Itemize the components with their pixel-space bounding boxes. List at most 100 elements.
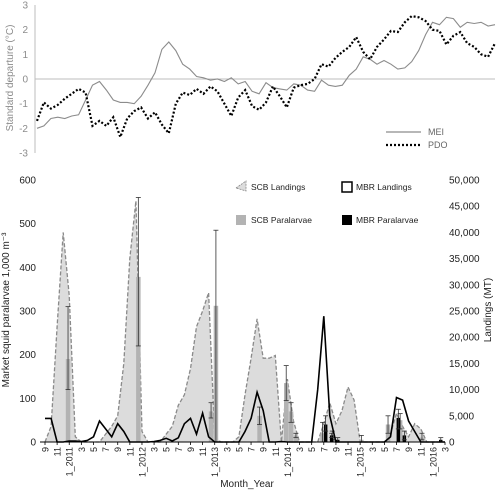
right-y-axis-label: Landings (MT) (483, 278, 494, 342)
x-tick-label: 5 (307, 447, 317, 452)
scb-paralarvae-bar (208, 411, 214, 442)
x-tick-label: 11 (416, 447, 426, 456)
x-tick-label: 7 (174, 447, 184, 452)
right-y-tick-label: 50,000 (449, 176, 480, 187)
legend-pdo-label: PDO (428, 140, 448, 150)
x-tick-label: 1_2014 (283, 447, 293, 477)
top-legend: MEI PDO (386, 127, 448, 150)
x-tick-label: 1_2013 (210, 447, 220, 477)
x-tick-label: 7 (319, 447, 329, 452)
left-y-tick-label: 100 (19, 394, 36, 405)
x-tick-label: 11 (344, 447, 354, 456)
x-tick-label: 11 (53, 447, 63, 456)
x-tick-label: 5 (162, 447, 172, 452)
right-y-tick-label: 20,000 (449, 333, 480, 344)
legend-mbr-landings-swatch (341, 181, 353, 193)
mbr-paralarvae-bar (329, 435, 334, 442)
mbr-paralarvae-bar (396, 418, 401, 442)
legend-mei-label: MEI (428, 127, 444, 137)
x-tick-label: 1_2012 (138, 447, 148, 477)
x-tick-label: 5 (234, 447, 244, 452)
x-tick-label: 11 (271, 447, 281, 456)
top-y-tick-label: 1 (22, 50, 28, 61)
x-tick-label: 1_2011 (65, 447, 75, 476)
scb-paralarvae-bars (65, 197, 425, 443)
x-tick-label: 9 (259, 447, 269, 452)
top-y-tick-label: -2 (19, 124, 28, 135)
right-y-tick-label: 10,000 (449, 385, 480, 396)
left-y-axis-label: Market squid paralarvae 1,000 m⁻³ (1, 232, 12, 387)
x-tick-label: 7 (247, 447, 257, 452)
left-y-tick-label: 0 (30, 438, 36, 449)
scb-paralarvae-bar (397, 420, 403, 442)
x-tick-label: 9 (186, 447, 196, 452)
legend-mbr-landings-label: MBR Landings (356, 182, 412, 192)
x-tick-label: 1_2015 (356, 447, 366, 477)
right-y-tick-label: 35,000 (449, 254, 480, 265)
x-tick-label: 1_2016 (428, 447, 438, 477)
left-y-tick-label: 600 (19, 176, 36, 187)
right-y-tick-label: 25,000 (449, 307, 480, 318)
x-tick-label: 7 (392, 447, 402, 452)
left-y-tick-label: 500 (19, 219, 36, 230)
scb-paralarvae-bar (293, 435, 299, 442)
x-ticks: 9 11 1_2011 3 5 7 9 11 1_2012 3 5 7 9 11 1_2013 3 5 7 9 11 1… (41, 442, 451, 477)
legend-scb-paralarvae-swatch (236, 215, 246, 225)
right-y-tick-label: 45,000 (449, 202, 480, 213)
bottom-x-axis-label: Month_Year (220, 479, 274, 490)
x-tick-label: 5 (380, 447, 390, 452)
scb-paralarvae-bar (284, 383, 289, 442)
scb-paralarvae-bar (65, 359, 71, 442)
left-y-ticks: 600 500 400 300 200 100 0 (19, 176, 36, 449)
x-tick-label: 3 (222, 447, 232, 452)
scb-landings-area (44, 200, 445, 443)
right-y-tick-label: 15,000 (449, 359, 480, 370)
x-tick-label: 3 (441, 447, 451, 452)
top-y-tick-label: -3 (19, 149, 28, 160)
x-tick-label: 7 (101, 447, 111, 452)
series-line-mei (36, 16, 496, 129)
x-tick-label: 3 (295, 447, 305, 452)
climate-index-chart: 3 2 1 0 -1 -2 -3 Standard departure (°C) MEI P… (5, 1, 496, 160)
left-y-tick-label: 200 (19, 350, 36, 361)
scb-paralarvae-bar (136, 276, 141, 442)
top-y-tick-label: -1 (19, 99, 28, 110)
top-y-axis-label: Standard departure (°C) (5, 25, 16, 132)
scb-landings-outline (44, 200, 445, 443)
x-tick-label: 3 (368, 447, 378, 452)
x-tick-label: 5 (89, 447, 99, 452)
right-y-tick-label: 40,000 (449, 228, 480, 239)
left-y-tick-label: 400 (19, 263, 36, 274)
left-y-tick-label: 300 (19, 307, 36, 318)
top-y-tick-label: 2 (22, 25, 28, 36)
scb-paralarvae-bar (288, 411, 294, 442)
mbr-paralarvae-bars (323, 408, 444, 443)
x-tick-label: 9 (41, 447, 51, 452)
top-y-tick-label: 3 (22, 1, 28, 12)
x-tick-label: 9 (331, 447, 341, 452)
scb-landings-fill (45, 201, 445, 442)
legend-scb-paralarvae-label: SCB Paralarvae (251, 215, 312, 225)
top-y-tick-label: 0 (22, 75, 28, 86)
right-y-ticks: 50,000 45,000 40,000 35,000 30,000 25,000 20,0… (449, 176, 480, 449)
x-tick-label: 9 (404, 447, 414, 452)
series-line-pdo (35, 14, 496, 141)
legend-scb-landings-label: SCB Landings (251, 182, 305, 192)
legend-scb-landings-swatch (235, 180, 247, 192)
x-tick-label: 9 (113, 447, 123, 452)
x-tick-label: 3 (77, 447, 87, 452)
right-y-tick-label: 5,000 (449, 411, 474, 422)
scb-paralarvae-bar (257, 415, 262, 442)
mbr-paralarvae-bar (323, 424, 328, 442)
bottom-legend: SCB Landings MBR Landings SCB Paralarvae… (235, 180, 419, 225)
top-y-ticks: 3 2 1 0 -1 -2 -3 (19, 1, 28, 160)
right-y-tick-label: 0 (449, 438, 455, 449)
x-tick-label: 11 (198, 447, 208, 456)
x-tick-label: 3 (150, 447, 160, 452)
top-series-lines (35, 14, 496, 141)
right-y-tick-label: 30,000 (449, 280, 480, 291)
legend-mbr-paralarvae-label: MBR Paralarvae (356, 215, 419, 225)
x-tick-label: 11 (125, 447, 135, 456)
